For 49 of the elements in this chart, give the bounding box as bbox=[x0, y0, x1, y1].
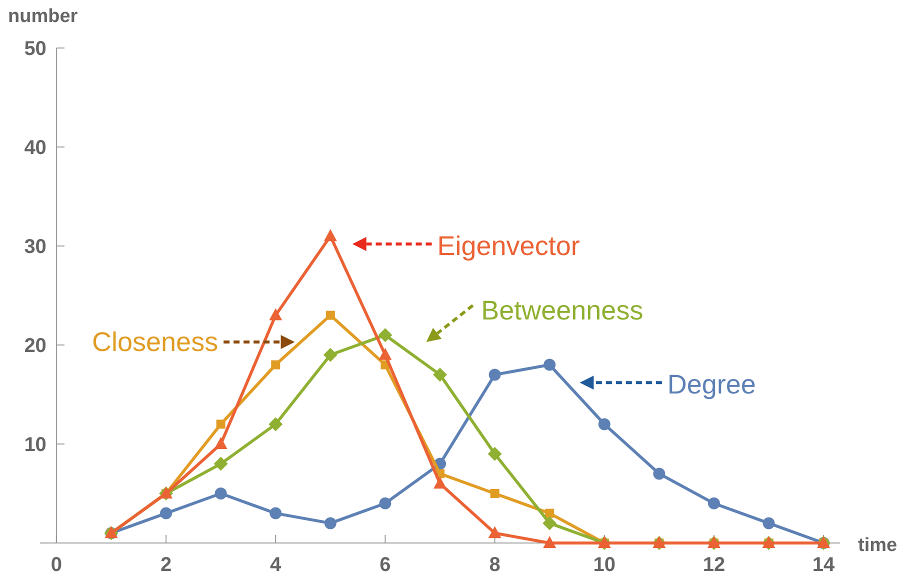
y-tick-label: 10 bbox=[24, 434, 46, 456]
point bbox=[324, 229, 337, 242]
point bbox=[270, 507, 282, 520]
point bbox=[598, 418, 610, 430]
y-tick-label: 30 bbox=[24, 236, 46, 258]
point bbox=[708, 497, 720, 510]
point bbox=[214, 456, 228, 471]
y-tick-label: 40 bbox=[24, 137, 46, 159]
point bbox=[543, 536, 556, 548]
x-tick-label: 14 bbox=[812, 554, 836, 576]
text: Eigenvector bbox=[437, 231, 580, 261]
x-tick-label: 4 bbox=[270, 554, 282, 576]
x-tick-label: 12 bbox=[702, 554, 726, 576]
point bbox=[488, 526, 502, 538]
point bbox=[545, 508, 554, 518]
point bbox=[269, 308, 282, 320]
x-tick-label: 8 bbox=[489, 554, 500, 576]
point bbox=[324, 517, 336, 530]
y-tick-label: 20 bbox=[24, 335, 46, 357]
point bbox=[271, 360, 280, 370]
series-label: Closeness bbox=[92, 327, 218, 358]
point bbox=[214, 488, 227, 500]
x-tick-label: 10 bbox=[593, 554, 616, 576]
x-axis-title: time bbox=[858, 535, 898, 556]
text: Betweenness bbox=[481, 295, 644, 326]
point bbox=[490, 489, 500, 498]
point bbox=[653, 468, 666, 480]
point bbox=[488, 446, 502, 461]
x-tick-label: 2 bbox=[160, 554, 172, 576]
point bbox=[762, 517, 775, 530]
point bbox=[268, 417, 283, 432]
point bbox=[216, 420, 226, 429]
y-tick-label: 50 bbox=[24, 38, 46, 60]
x-tick-label: 6 bbox=[380, 554, 391, 576]
point bbox=[488, 368, 501, 381]
x-tick-label: 0 bbox=[50, 554, 62, 576]
point bbox=[326, 310, 335, 320]
point bbox=[544, 358, 556, 371]
point bbox=[433, 368, 447, 382]
point bbox=[160, 507, 172, 520]
text: Degree bbox=[667, 370, 756, 400]
point bbox=[542, 516, 557, 530]
point bbox=[378, 348, 392, 360]
point bbox=[214, 437, 228, 449]
y-axis-title: number bbox=[8, 6, 78, 27]
point bbox=[379, 497, 392, 510]
point bbox=[378, 328, 392, 342]
point bbox=[434, 476, 446, 489]
point bbox=[323, 348, 338, 362]
